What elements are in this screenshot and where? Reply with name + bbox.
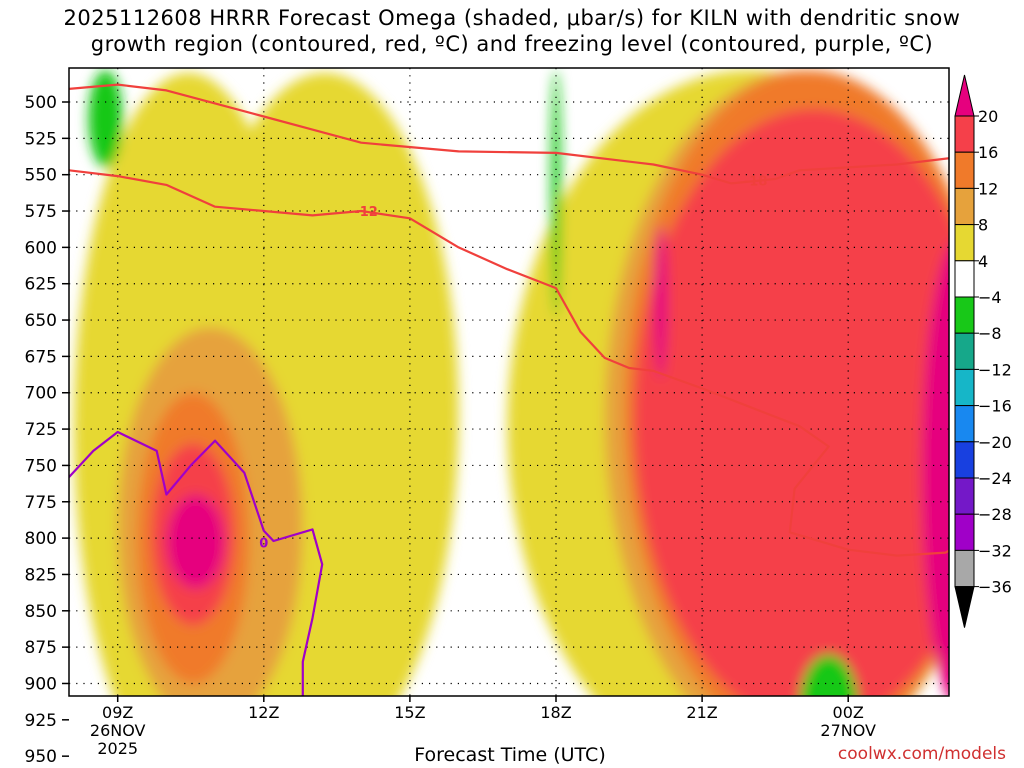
contour-lines bbox=[69, 83, 949, 696]
contour-dgz-top bbox=[69, 83, 949, 185]
contour-label-1: -18 bbox=[744, 174, 768, 189]
colorbar-top-arrow bbox=[954, 74, 975, 117]
contour-label-0: -12 bbox=[354, 205, 378, 220]
colorbar-bin-6 bbox=[954, 332, 975, 370]
colorbar-bin-4 bbox=[954, 260, 975, 298]
colorbar-label-5: −4 bbox=[978, 288, 1002, 307]
plot-frame bbox=[68, 67, 950, 697]
colorbar-label-7: −12 bbox=[978, 360, 1012, 379]
colorbar-bottom-arrow bbox=[954, 586, 975, 628]
y-tick-label-750: 750 bbox=[25, 456, 57, 476]
colorbar-label-0: 20 bbox=[978, 107, 998, 126]
x-tick-label-18Z: 18Z bbox=[540, 703, 571, 722]
y-tick-label-900: 900 bbox=[25, 674, 57, 694]
x-tick-label-12Z: 12Z bbox=[248, 703, 279, 722]
y-tick-label-800: 800 bbox=[25, 529, 57, 549]
y-tick-label-525: 525 bbox=[25, 129, 57, 149]
y-tick-label-575: 575 bbox=[25, 202, 57, 222]
chart-title-line-2: growth region (contoured, red, ºC) and f… bbox=[90, 32, 934, 56]
y-tick-label-925: 925 bbox=[25, 711, 57, 731]
grid-dots bbox=[69, 68, 949, 696]
colorbar-label-4: 4 bbox=[978, 252, 988, 271]
colorbar-bin-5 bbox=[954, 296, 975, 334]
y-tick-label-675: 675 bbox=[25, 347, 57, 367]
y-tick-label-600: 600 bbox=[25, 238, 57, 258]
colorbar-bin-8 bbox=[954, 405, 975, 443]
x-tick-label-00Z: 00Z bbox=[833, 703, 864, 722]
colorbar-label-13: −36 bbox=[978, 578, 1012, 597]
y-tick-label-700: 700 bbox=[25, 384, 57, 404]
colorbar-bin-10 bbox=[954, 477, 975, 515]
omega-region-10 bbox=[653, 225, 669, 379]
x-axis-title: Forecast Time (UTC) bbox=[414, 744, 606, 766]
y-tick-label-725: 725 bbox=[25, 420, 57, 440]
y-tick-label-625: 625 bbox=[25, 275, 57, 295]
y-axis: 500 525 550 575 600 625 650 675 700 725 750 775 800 8… bbox=[25, 93, 69, 767]
y-tick-label-775: 775 bbox=[25, 493, 57, 513]
colorbar-bin-2 bbox=[954, 187, 975, 226]
y-tick-label-850: 850 bbox=[25, 602, 57, 622]
y-tick-label-550: 550 bbox=[25, 166, 57, 186]
colorbar-bin-1 bbox=[954, 151, 975, 189]
colorbar-label-6: −8 bbox=[978, 324, 1002, 343]
omega-region-14 bbox=[799, 654, 858, 696]
contour-freezing-level bbox=[69, 430, 324, 696]
y-tick-label-950: 950 bbox=[25, 747, 57, 767]
colorbar-bin-7 bbox=[954, 368, 975, 407]
omega-region-12 bbox=[88, 70, 123, 168]
chart-title-line-1: 2025112608 HRRR Forecast Omega (shaded, … bbox=[63, 6, 961, 30]
colorbar-label-9: −20 bbox=[978, 433, 1012, 452]
x-tick-date-09Z: 26NOV bbox=[90, 721, 146, 740]
colorbar-bin-12 bbox=[954, 549, 975, 588]
colorbar-label-11: −28 bbox=[978, 505, 1012, 524]
x-tick-year-09Z: 2025 bbox=[97, 739, 138, 758]
colorbar-label-8: −16 bbox=[978, 397, 1012, 416]
colorbar-label-3: 8 bbox=[978, 216, 988, 235]
omega-region-5 bbox=[166, 494, 225, 589]
y-tick-label-825: 825 bbox=[25, 565, 57, 585]
colorbar-bin-9 bbox=[954, 441, 975, 479]
x-tick-date-00Z: 27NOV bbox=[820, 721, 876, 740]
colorbar-label-1: 16 bbox=[978, 143, 998, 162]
x-tick-label-15Z: 15Z bbox=[394, 703, 425, 722]
omega-shading bbox=[73, 70, 949, 696]
x-tick-label-09Z: 09Z bbox=[102, 703, 133, 722]
site-credit: coolwx.com/models bbox=[837, 744, 1006, 764]
omega-region-13 bbox=[551, 70, 561, 318]
colorbar-label-12: −32 bbox=[978, 541, 1012, 560]
y-tick-label-500: 500 bbox=[25, 93, 57, 113]
colorbar-label-10: −24 bbox=[978, 469, 1012, 488]
x-tick-label-21Z: 21Z bbox=[686, 703, 717, 722]
contour-labels: -12-1800 bbox=[259, 174, 768, 551]
contour-dgz-bottom bbox=[69, 169, 949, 557]
contour-label-2: 0 bbox=[259, 536, 268, 551]
omega-region-11 bbox=[921, 246, 949, 696]
colorbar: 20 16 12 8 4 −4 −8 −12 −16 −20 −24 −28 −32 −36 bbox=[954, 74, 1012, 628]
colorbar-bin-3 bbox=[954, 224, 975, 262]
colorbar-bin-0 bbox=[954, 115, 975, 153]
omega-region-9 bbox=[633, 109, 949, 696]
colorbar-label-2: 12 bbox=[978, 179, 998, 198]
colorbar-bin-11 bbox=[954, 513, 975, 551]
y-tick-label-650: 650 bbox=[25, 311, 57, 331]
y-tick-label-875: 875 bbox=[25, 638, 57, 658]
